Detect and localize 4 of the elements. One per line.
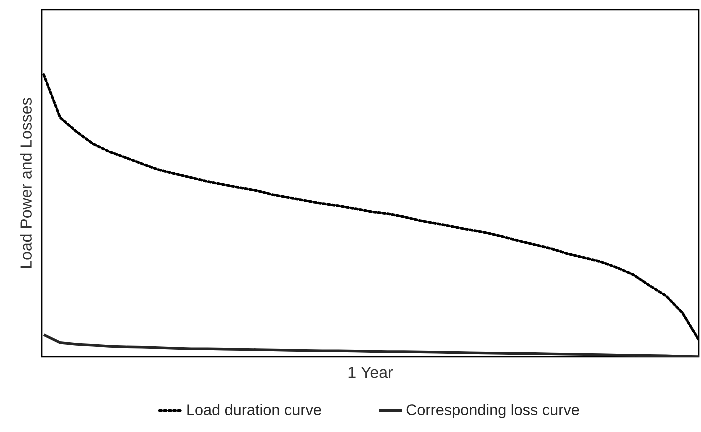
x-axis-title: 1 Year <box>348 367 394 378</box>
legend-label: Load duration curve <box>188 404 322 416</box>
y-axis-title: Load Power and Losses <box>20 98 32 268</box>
legend-label: Corresponding loss curve <box>406 404 580 419</box>
